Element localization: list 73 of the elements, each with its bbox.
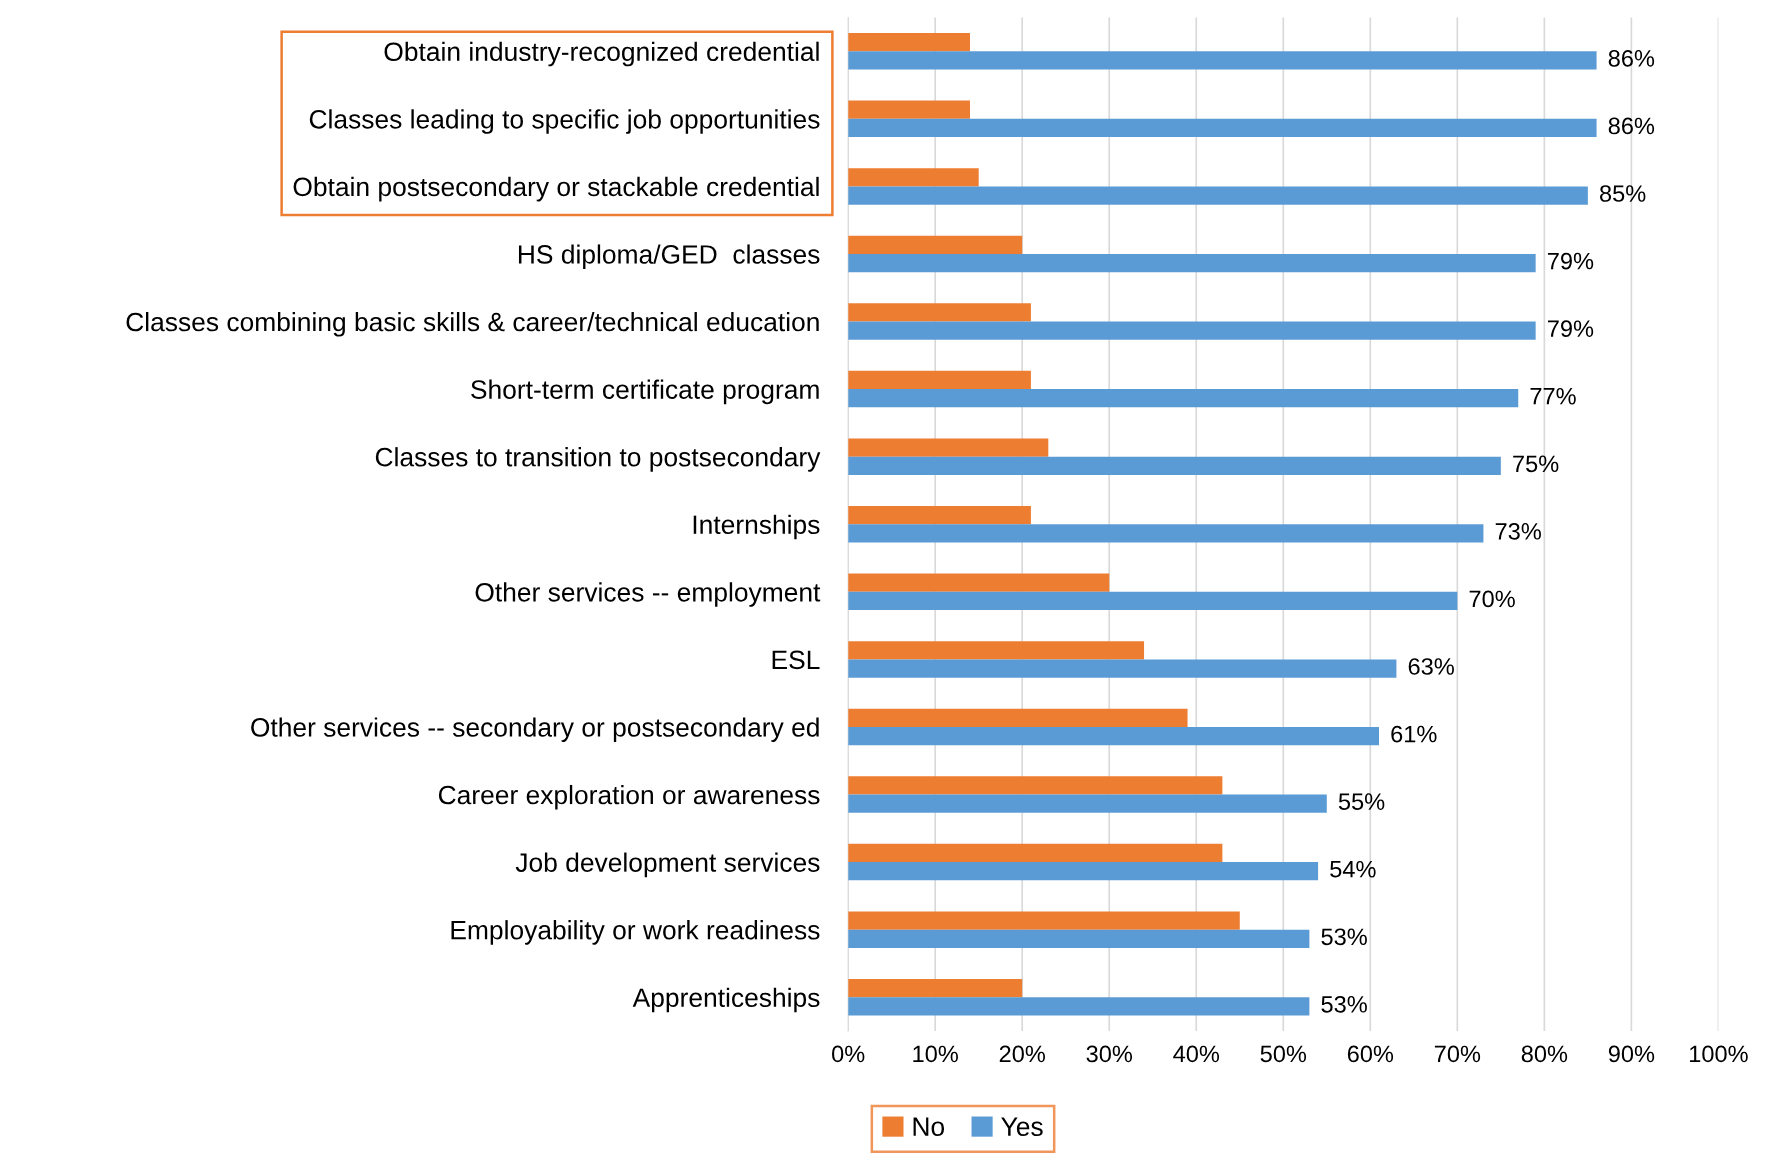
bar: [848, 389, 1519, 408]
bar: [848, 591, 1458, 611]
bar: [848, 641, 1145, 660]
data-label: 86%: [1608, 50, 1655, 67]
bar: [848, 456, 1501, 475]
bar: [848, 186, 1588, 205]
x-tick-label: 0%: [832, 1045, 865, 1063]
y-tick-label: Internships: [693, 514, 820, 540]
bar: [848, 911, 1240, 930]
data-label: 55%: [1338, 793, 1385, 810]
y-tick-label: Other services -- employment: [475, 582, 821, 607]
legend-label: Yes: [1001, 1117, 1043, 1137]
bar: [848, 51, 1597, 70]
bar: [848, 843, 1223, 863]
x-tick-label: 90%: [1608, 1045, 1655, 1063]
bar: [848, 776, 1223, 795]
bar: [848, 979, 1023, 998]
data-label: 54%: [1330, 860, 1376, 878]
y-tick-label: Career exploration or awareness: [438, 784, 820, 810]
x-tick-label: 20%: [999, 1045, 1045, 1063]
y-tick-label: Apprenticeships: [632, 987, 820, 1013]
bar: [848, 118, 1597, 138]
data-label: 79%: [1547, 252, 1594, 270]
bar: [848, 321, 1536, 340]
data-label: 86%: [1608, 117, 1655, 135]
bar: [848, 726, 1380, 746]
data-label: 70%: [1469, 590, 1515, 608]
data-label: 77%: [1530, 387, 1576, 405]
data-label: 53%: [1321, 928, 1367, 946]
y-tick-label: Other services -- secondary or postsecondary ed: [251, 717, 819, 742]
x-tick-label: 30%: [1086, 1045, 1133, 1063]
data-label: 85%: [1600, 185, 1646, 202]
bar: [848, 438, 1049, 457]
x-tick-label: 40%: [1173, 1045, 1220, 1063]
y-tick-label: Obtain postsecondary or stackable credential: [293, 176, 819, 202]
bar: [848, 168, 979, 187]
data-label: 75%: [1513, 455, 1559, 473]
y-tick-label: HS diploma/GED classes: [518, 244, 820, 270]
x-tick-label: 50%: [1260, 1045, 1307, 1063]
bar: [848, 506, 1031, 525]
y-tick-label: ESL: [772, 650, 820, 670]
x-tick-label: 100%: [1690, 1045, 1748, 1063]
x-tick-label: 60%: [1347, 1045, 1394, 1063]
bar: [848, 235, 1023, 254]
y-tick-label: Obtain industry-recognized credential: [384, 41, 819, 67]
x-tick-label: 10%: [913, 1045, 958, 1063]
bar: [848, 862, 1319, 881]
y-tick-label: Job development services: [515, 852, 820, 878]
bar: [848, 708, 1188, 727]
x-tick-label: 80%: [1521, 1045, 1568, 1063]
y-tick-label: Classes to transition to postsecondary: [375, 447, 821, 472]
data-label: 61%: [1391, 725, 1437, 743]
bar: [848, 929, 1310, 948]
data-label: 79%: [1547, 320, 1594, 337]
data-label: 53%: [1321, 995, 1367, 1013]
legend-label: No: [913, 1117, 945, 1137]
bar: [848, 303, 1031, 322]
bar: [848, 997, 1310, 1016]
bar: [848, 253, 1536, 273]
bar: [848, 524, 1484, 543]
data-label: 63%: [1408, 658, 1454, 675]
y-tick-label: Classes leading to specific job opportunities: [309, 109, 820, 134]
bar: [848, 370, 1031, 390]
y-tick-label: Employability or work readiness: [451, 920, 820, 945]
data-label: 73%: [1495, 522, 1541, 540]
x-tick-label: 70%: [1434, 1045, 1481, 1063]
bar: [848, 573, 1110, 592]
bar: [848, 33, 970, 52]
bar: [848, 659, 1397, 678]
y-tick-label: Classes combining basic skills & career/technical education: [126, 311, 819, 337]
bar: [848, 100, 970, 119]
y-tick-label: Short-term certificate program: [471, 379, 819, 405]
bar: [848, 794, 1327, 813]
